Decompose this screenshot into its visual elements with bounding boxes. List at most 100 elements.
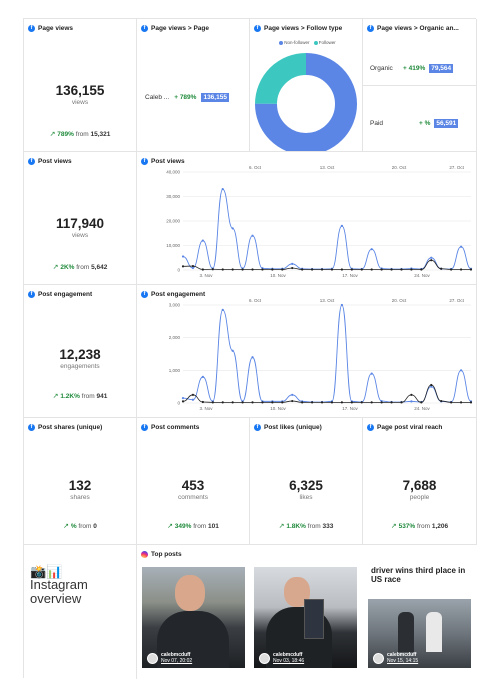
- data-point[interactable]: [221, 188, 224, 191]
- data-point[interactable]: [340, 401, 343, 404]
- data-point[interactable]: [281, 401, 284, 404]
- data-point[interactable]: [191, 393, 195, 396]
- data-point[interactable]: [221, 401, 224, 404]
- data-point[interactable]: [311, 401, 314, 404]
- data-point[interactable]: [191, 266, 195, 270]
- data-point[interactable]: [370, 401, 373, 404]
- data-point[interactable]: [469, 268, 473, 271]
- data-point[interactable]: [251, 268, 254, 271]
- data-point[interactable]: [420, 268, 423, 271]
- data-point[interactable]: [201, 400, 204, 404]
- data-point[interactable]: [459, 401, 463, 404]
- data-point[interactable]: [459, 245, 463, 248]
- post-likes-card[interactable]: f Post likes (unique) 6,325 likes ↗ 1.8K%…: [250, 418, 363, 545]
- post-engagement-card[interactable]: f Post engagement 12,238 engagements ↗ 1.…: [24, 285, 137, 418]
- post-views-chart-card[interactable]: f Post views 40,000 30,000 20,000 10,000 0 6. …: [137, 152, 477, 285]
- post-comments-card[interactable]: f Post comments 453 comments ↗ 349% from …: [137, 418, 250, 545]
- data-point[interactable]: [181, 397, 185, 400]
- data-point[interactable]: [301, 268, 304, 271]
- post-engagement-chart-card[interactable]: f Post engagement 3,000 2,000 1,000 0 6. Oct 1…: [137, 285, 477, 418]
- data-point[interactable]: [241, 401, 244, 404]
- data-point[interactable]: [440, 267, 443, 270]
- data-point[interactable]: [291, 393, 294, 396]
- data-point[interactable]: [380, 268, 383, 271]
- data-point[interactable]: [181, 255, 185, 258]
- data-point[interactable]: [400, 268, 403, 271]
- data-point[interactable]: [271, 401, 274, 404]
- data-point[interactable]: [301, 401, 304, 404]
- post-shares-card[interactable]: f Post shares (unique) 132 shares ↗ % fro…: [24, 418, 137, 545]
- data-point[interactable]: [450, 268, 453, 271]
- data-point[interactable]: [330, 401, 334, 404]
- data-point[interactable]: [380, 401, 383, 404]
- data-point[interactable]: [430, 383, 433, 387]
- data-point[interactable]: [231, 349, 234, 352]
- data-point[interactable]: [221, 268, 224, 271]
- page-views-organic-card[interactable]: f Page views > Organic an... Organic + 41…: [363, 19, 477, 152]
- data-point[interactable]: [400, 401, 403, 404]
- data-point[interactable]: [291, 266, 294, 270]
- data-point[interactable]: [311, 268, 314, 271]
- page-views-card[interactable]: f Page views 136,155 views ↗ 789% from 15…: [24, 19, 137, 152]
- page-viral-reach-card[interactable]: f Page post viral reach 7,688 people ↗ 53…: [363, 418, 477, 545]
- data-point[interactable]: [261, 401, 264, 404]
- post-views-card[interactable]: f Post views 117,940 views ↗ 2K% from 5,6…: [24, 152, 137, 285]
- data-point[interactable]: [191, 398, 195, 401]
- page-views-follow-card[interactable]: f Page views > Follow type Non-follower F…: [250, 19, 363, 152]
- data-point[interactable]: [211, 401, 214, 404]
- data-point[interactable]: [350, 268, 353, 271]
- data-point[interactable]: [271, 268, 274, 271]
- data-point[interactable]: [231, 268, 234, 271]
- data-point[interactable]: [191, 264, 195, 268]
- data-point[interactable]: [281, 268, 284, 271]
- data-point[interactable]: [181, 400, 185, 403]
- data-point[interactable]: [370, 372, 373, 375]
- data-point[interactable]: [291, 399, 294, 403]
- data-point[interactable]: [181, 265, 185, 268]
- data-point[interactable]: [459, 268, 463, 271]
- data-point[interactable]: [440, 399, 443, 403]
- top-post[interactable]: calebmcduff Nov 03, 18:46: [254, 567, 357, 668]
- top-post[interactable]: driver wins third place in US race caleb…: [368, 567, 471, 668]
- data-point[interactable]: [231, 227, 234, 230]
- page-views-page-card[interactable]: f Page views > Page Caleb ... + 789% 136,…: [137, 19, 250, 152]
- data-point[interactable]: [370, 268, 373, 271]
- data-point[interactable]: [231, 401, 234, 404]
- data-point[interactable]: [320, 268, 324, 271]
- data-point[interactable]: [360, 268, 363, 271]
- data-point[interactable]: [410, 393, 413, 396]
- post-date-link[interactable]: Nov 15, 14:15: [387, 657, 419, 664]
- data-point[interactable]: [450, 401, 453, 404]
- top-post[interactable]: calebmcduff Nov 07, 20:02: [142, 567, 245, 668]
- top-posts-card[interactable]: Top posts calebmcduff Nov 07, 20:02 caleb…: [137, 545, 477, 679]
- data-point[interactable]: [340, 303, 343, 307]
- data-point[interactable]: [221, 308, 224, 311]
- data-point[interactable]: [251, 356, 254, 359]
- data-point[interactable]: [201, 375, 204, 378]
- data-point[interactable]: [390, 401, 393, 404]
- data-point[interactable]: [291, 262, 294, 265]
- data-point[interactable]: [340, 224, 343, 227]
- data-point[interactable]: [261, 268, 264, 271]
- data-point[interactable]: [330, 268, 334, 271]
- data-point[interactable]: [410, 400, 413, 403]
- data-point[interactable]: [251, 401, 254, 404]
- data-point[interactable]: [241, 268, 244, 271]
- data-point[interactable]: [211, 268, 214, 271]
- post-date-link[interactable]: Nov 07, 20:02: [161, 657, 193, 664]
- data-point[interactable]: [201, 268, 204, 271]
- data-point[interactable]: [350, 401, 353, 404]
- data-point[interactable]: [370, 248, 373, 251]
- data-point[interactable]: [251, 234, 254, 237]
- data-point[interactable]: [320, 401, 324, 404]
- data-point[interactable]: [360, 401, 363, 404]
- data-point[interactable]: [201, 239, 204, 242]
- data-point[interactable]: [420, 401, 423, 404]
- data-point[interactable]: [390, 268, 393, 271]
- data-point[interactable]: [340, 268, 343, 271]
- data-point[interactable]: [430, 256, 433, 259]
- data-point[interactable]: [459, 369, 463, 372]
- pie-slice[interactable]: [255, 53, 357, 151]
- post-date-link[interactable]: Nov 03, 18:46: [273, 657, 305, 664]
- data-point[interactable]: [430, 259, 433, 262]
